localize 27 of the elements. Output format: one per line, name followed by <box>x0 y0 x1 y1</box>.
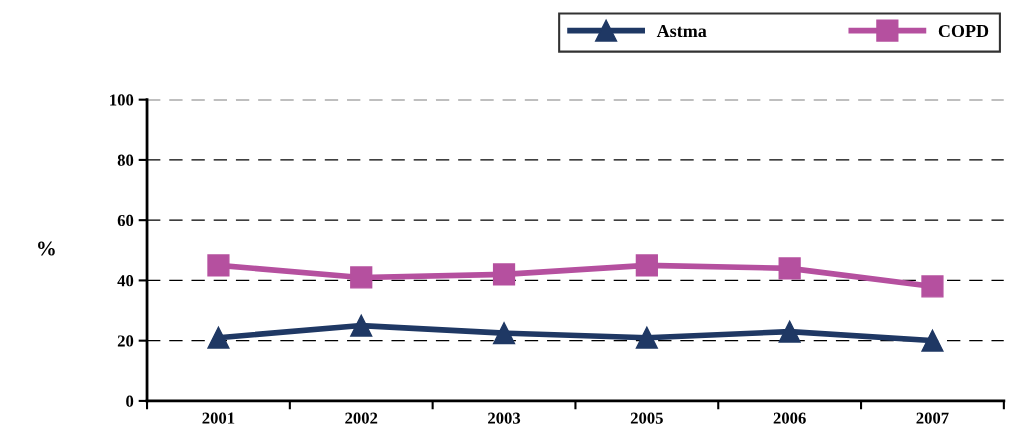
x-tick-label: 2002 <box>345 412 378 424</box>
x-tick-label: 2007 <box>916 412 949 424</box>
y-axis-title: % <box>38 241 55 256</box>
point <box>207 254 230 277</box>
point <box>492 263 516 286</box>
y-tick-label: 100 <box>110 94 134 106</box>
point <box>350 314 373 337</box>
point <box>635 326 658 349</box>
y-tick-label: 20 <box>117 335 134 347</box>
legend-label: COPD <box>938 24 989 38</box>
point <box>921 275 944 298</box>
x-tick-label: 2003 <box>488 412 521 424</box>
point <box>207 326 230 349</box>
x-tick-label: 2005 <box>630 412 663 424</box>
point <box>778 320 801 343</box>
y-tick-label: 80 <box>117 154 134 166</box>
point <box>921 329 944 352</box>
legend-label: Astma <box>656 25 707 38</box>
y-tick-label: 60 <box>117 214 134 227</box>
x-tick-label: 2006 <box>773 412 806 424</box>
x-tick-label: 2001 <box>202 412 235 424</box>
point <box>350 266 373 289</box>
point <box>635 254 658 277</box>
y-tick-label: 0 <box>126 395 134 407</box>
point <box>492 322 516 345</box>
point <box>778 257 801 280</box>
y-tick-label: 40 <box>117 275 134 287</box>
